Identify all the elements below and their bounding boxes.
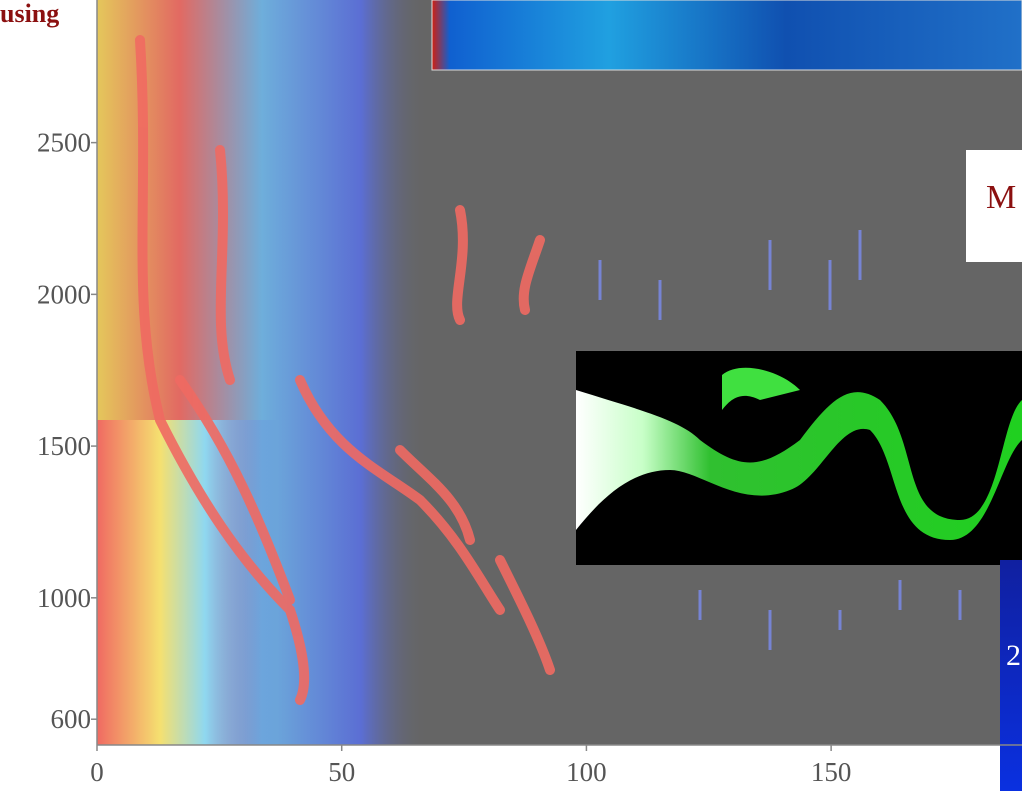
y-tick-label: 2000	[37, 279, 91, 309]
annotation: using	[0, 0, 59, 28]
x-tick-label: 0	[90, 757, 104, 787]
x-tick-label: 150	[811, 757, 852, 787]
y-tick-label: 1000	[37, 583, 91, 613]
y-tick-label: 1500	[37, 431, 91, 461]
y-tick-label: 2500	[37, 128, 91, 158]
inset-images	[431, 0, 1022, 791]
x-tick-label: 100	[566, 757, 607, 787]
annotation: 2	[1006, 639, 1021, 672]
x-tick-label: 50	[328, 757, 355, 787]
y-tick-label: 600	[51, 704, 92, 734]
annotation: M	[986, 179, 1016, 216]
